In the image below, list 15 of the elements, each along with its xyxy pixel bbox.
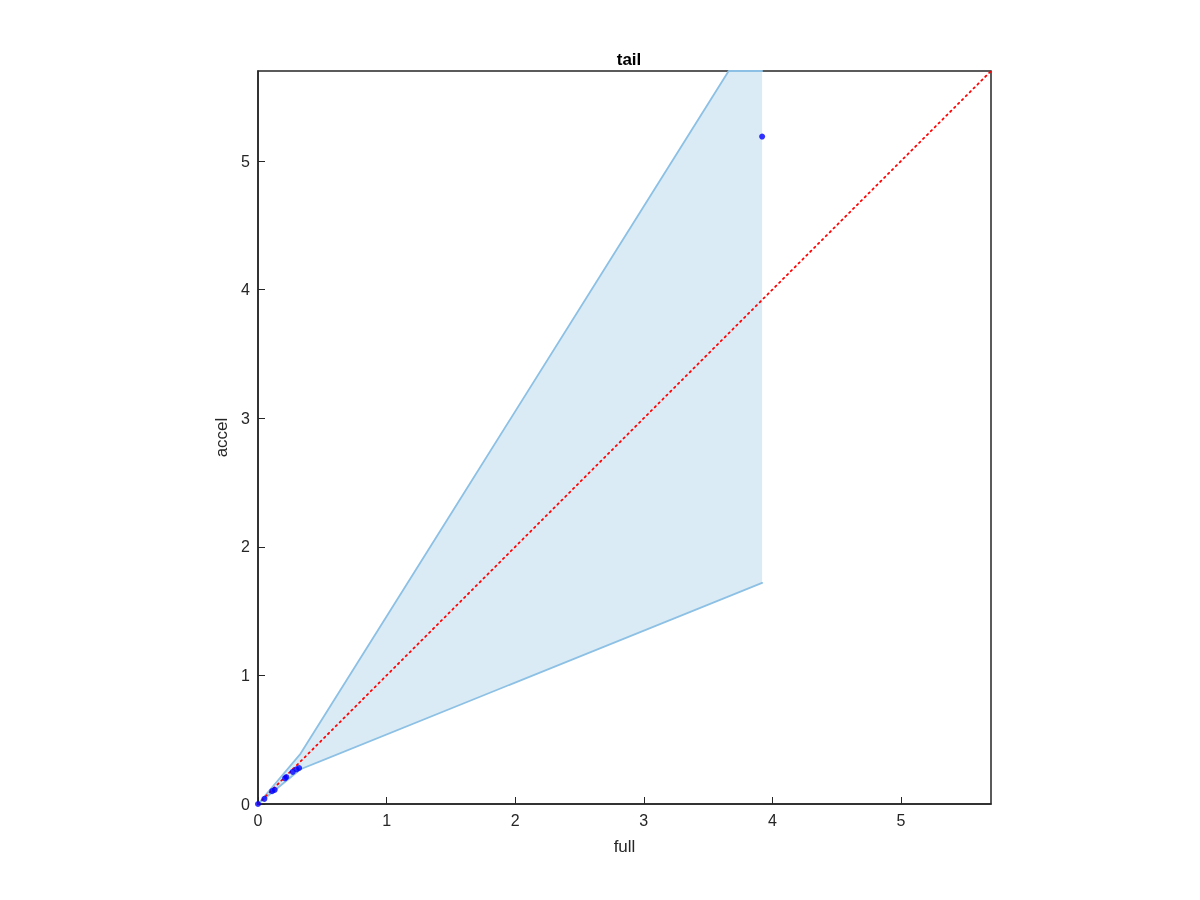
- y-tick-label: 1: [241, 666, 251, 684]
- chart-title: tail: [616, 50, 642, 69]
- y-tick-label: 2: [241, 538, 251, 556]
- x-tick-label: 5: [896, 811, 906, 829]
- x-tick-label: 3: [639, 811, 649, 829]
- y-tick-label: 5: [241, 152, 251, 170]
- x-tick-label: 0: [253, 811, 263, 829]
- x-tick-label: 4: [767, 811, 777, 829]
- y-axis-title: accel: [212, 417, 231, 458]
- x-axis-title: full: [613, 837, 636, 856]
- x-tick-label: 2: [510, 811, 520, 829]
- y-tick-label: 4: [241, 281, 251, 299]
- y-tick-label: 3: [241, 409, 251, 427]
- x-tick-label: 1: [382, 811, 392, 829]
- y-tick-label: 0: [241, 795, 251, 813]
